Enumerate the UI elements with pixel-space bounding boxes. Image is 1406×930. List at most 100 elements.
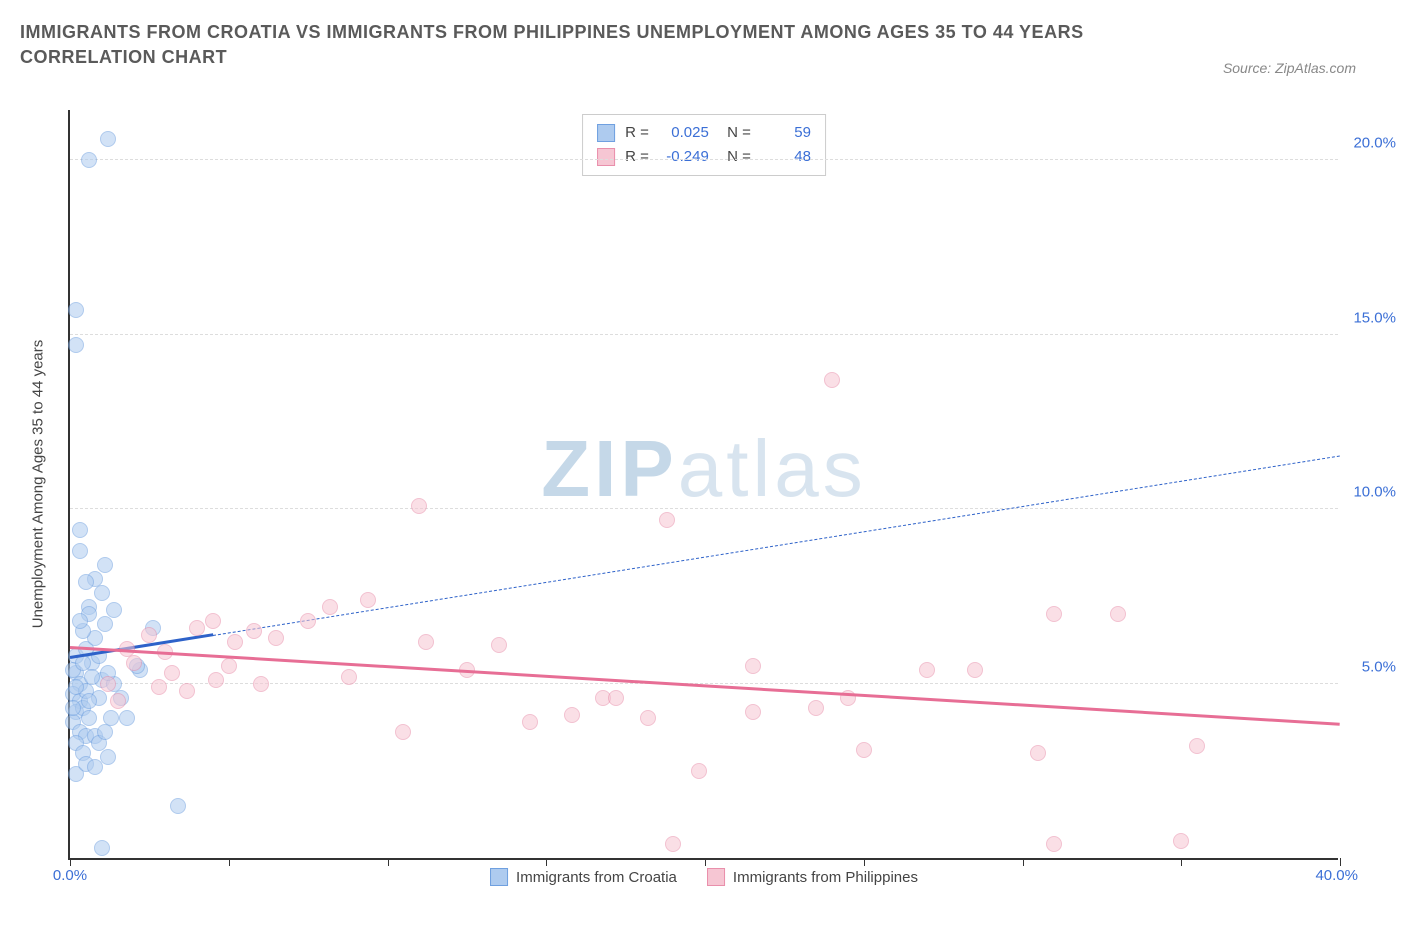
x-tick-label-last: 40.0%: [1315, 867, 1358, 884]
swatch-croatia: [597, 124, 615, 142]
x-tick: [388, 858, 389, 866]
scatter-point: [106, 602, 122, 618]
scatter-point: [856, 742, 872, 758]
scatter-point: [72, 543, 88, 559]
scatter-point: [640, 710, 656, 726]
n-value-croatia: 59: [761, 121, 811, 145]
x-tick: [546, 858, 547, 866]
y-tick-label: 10.0%: [1353, 484, 1396, 501]
scatter-point: [1046, 836, 1062, 852]
y-tick-label: 5.0%: [1362, 658, 1396, 675]
source-label: Source: ZipAtlas.com: [1223, 60, 1356, 76]
scatter-point: [395, 724, 411, 740]
scatter-point: [268, 630, 284, 646]
stats-legend: R = 0.025 N = 59 R = -0.249 N = 48: [582, 114, 826, 176]
scatter-point: [824, 372, 840, 388]
scatter-point: [189, 620, 205, 636]
scatter-point: [665, 836, 681, 852]
swatch-philippines-icon: [707, 868, 725, 886]
scatter-point: [608, 690, 624, 706]
scatter-point: [1046, 606, 1062, 622]
x-tick: [70, 858, 71, 866]
x-tick: [1023, 858, 1024, 866]
scatter-point: [87, 759, 103, 775]
scatter-point: [179, 683, 195, 699]
scatter-point: [360, 592, 376, 608]
scatter-point: [164, 665, 180, 681]
x-tick: [864, 858, 865, 866]
scatter-point: [341, 669, 357, 685]
x-tick: [1340, 858, 1341, 866]
scatter-point: [745, 704, 761, 720]
scatter-point: [522, 714, 538, 730]
scatter-point: [1173, 833, 1189, 849]
swatch-croatia-icon: [490, 868, 508, 886]
scatter-point: [208, 672, 224, 688]
scatter-point: [97, 724, 113, 740]
scatter-point: [100, 749, 116, 765]
r-value-croatia: 0.025: [659, 121, 709, 145]
scatter-point: [72, 522, 88, 538]
scatter-point: [808, 700, 824, 716]
scatter-point: [170, 798, 186, 814]
scatter-point: [97, 557, 113, 573]
scatter-point: [1110, 606, 1126, 622]
legend-item-croatia: Immigrants from Croatia: [490, 868, 677, 886]
bottom-legend: Immigrants from Croatia Immigrants from …: [490, 868, 918, 886]
gridline: [70, 159, 1338, 160]
scatter-point: [691, 763, 707, 779]
scatter-point: [246, 623, 262, 639]
y-axis-title: Unemployment Among Ages 35 to 44 years: [30, 340, 47, 629]
scatter-point: [1189, 738, 1205, 754]
scatter-point: [745, 658, 761, 674]
scatter-point: [72, 613, 88, 629]
scatter-point: [322, 599, 338, 615]
n-value-philippines: 48: [761, 145, 811, 169]
scatter-point: [81, 710, 97, 726]
scatter-point: [78, 574, 94, 590]
scatter-point: [253, 676, 269, 692]
scatter-point: [967, 662, 983, 678]
r-value-philippines: -0.249: [659, 145, 709, 169]
scatter-point: [221, 658, 237, 674]
scatter-point: [659, 512, 675, 528]
scatter-point: [300, 613, 316, 629]
y-tick-label: 15.0%: [1353, 309, 1396, 326]
scatter-point: [1030, 745, 1046, 761]
scatter-point: [68, 337, 84, 353]
plot-area: ZIPatlas Unemployment Among Ages 35 to 4…: [68, 110, 1338, 860]
scatter-point: [126, 655, 142, 671]
scatter-point: [103, 710, 119, 726]
scatter-point: [205, 613, 221, 629]
gridline: [70, 334, 1338, 335]
scatter-point: [919, 662, 935, 678]
scatter-point: [94, 585, 110, 601]
scatter-point: [81, 693, 97, 709]
scatter-point: [227, 634, 243, 650]
watermark: ZIPatlas: [541, 423, 866, 515]
scatter-point: [100, 676, 116, 692]
scatter-point: [94, 840, 110, 856]
scatter-point: [81, 152, 97, 168]
x-tick-label-first: 0.0%: [53, 867, 87, 884]
scatter-point: [68, 679, 84, 695]
x-tick: [229, 858, 230, 866]
regression-line: [213, 456, 1340, 637]
gridline: [70, 508, 1338, 509]
swatch-philippines: [597, 148, 615, 166]
scatter-point: [100, 131, 116, 147]
y-tick-label: 20.0%: [1353, 135, 1396, 152]
scatter-point: [119, 710, 135, 726]
stats-row-philippines: R = -0.249 N = 48: [597, 145, 811, 169]
scatter-point: [141, 627, 157, 643]
stats-row-croatia: R = 0.025 N = 59: [597, 121, 811, 145]
scatter-point: [110, 693, 126, 709]
scatter-point: [491, 637, 507, 653]
scatter-point: [418, 634, 434, 650]
scatter-point: [68, 302, 84, 318]
scatter-point: [151, 679, 167, 695]
scatter-point: [411, 498, 427, 514]
x-tick: [1181, 858, 1182, 866]
scatter-point: [65, 700, 81, 716]
scatter-point: [564, 707, 580, 723]
